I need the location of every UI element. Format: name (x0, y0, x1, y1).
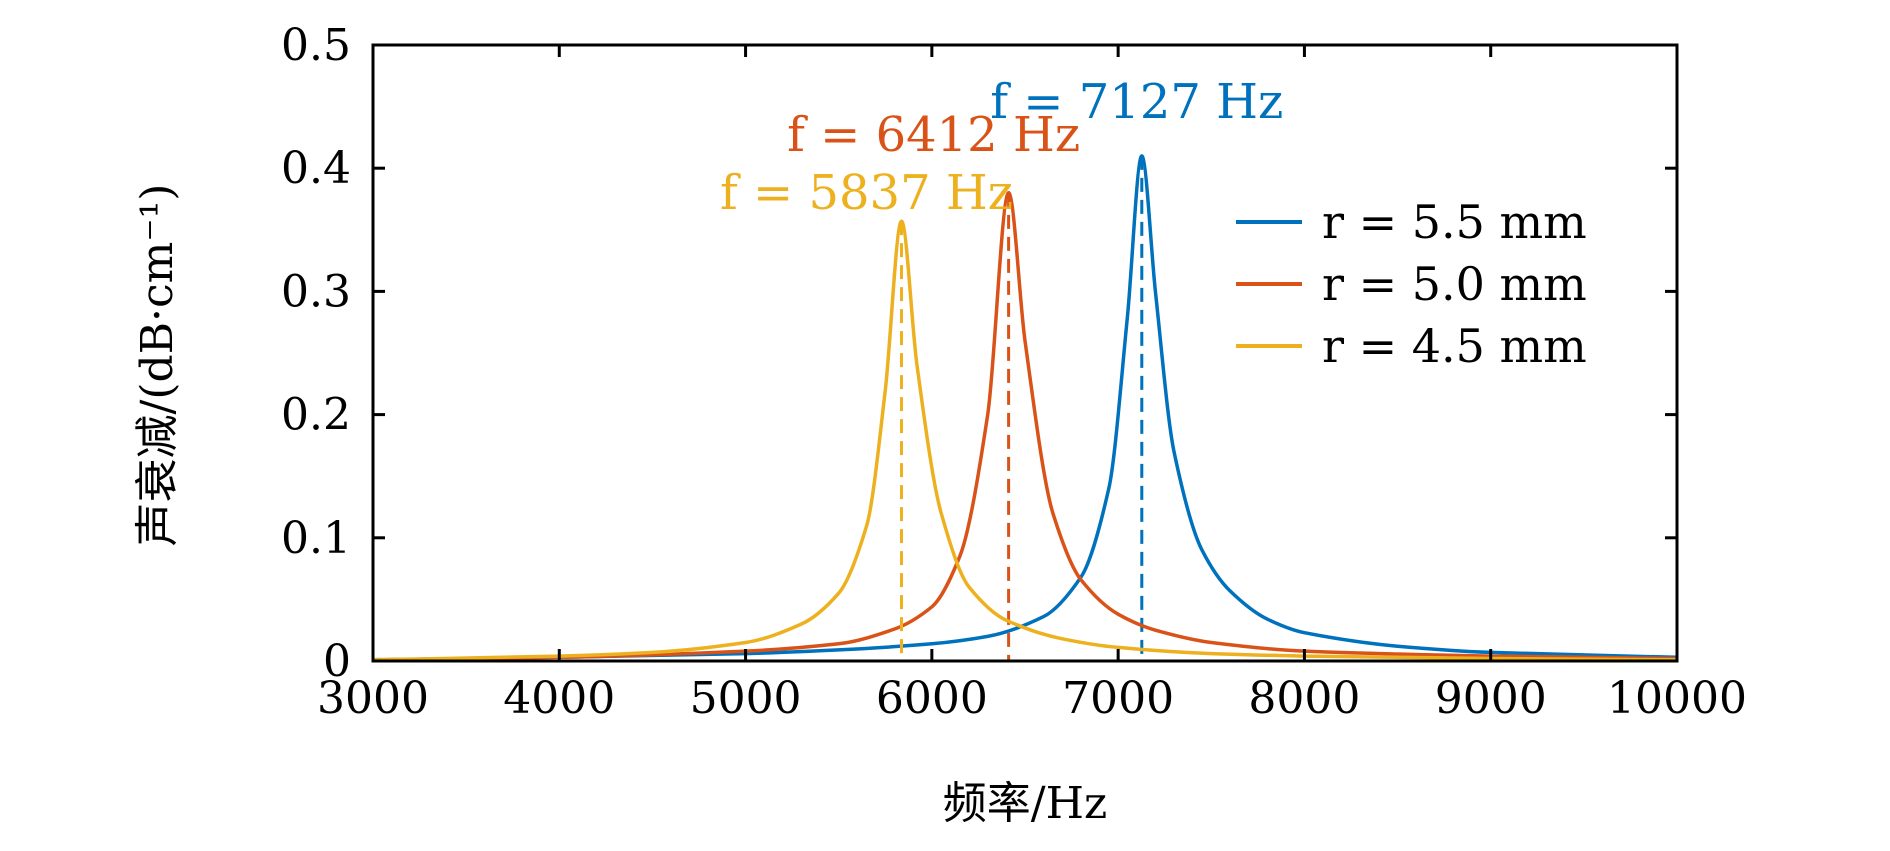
legend-label: r = 5.0 mm (1322, 257, 1587, 311)
series-line-0 (372, 154, 1678, 662)
axes-layer: 3000 4000 5000 6000 7000 8000 9000 10000 0 0.1 0.2… (281, 20, 1747, 724)
x-tick-label: 7000 (1062, 673, 1174, 724)
series-layer (372, 154, 1678, 662)
peak-annotation: f = 5837 Hz (720, 165, 1013, 221)
peak-annotation: f = 6412 Hz (787, 107, 1080, 163)
x-tick-label: 4000 (503, 673, 615, 724)
series-line-2 (372, 219, 1678, 662)
y-tick-label: 0.5 (281, 20, 351, 71)
x-tick-label: 5000 (690, 673, 802, 724)
y-tick-label: 0.3 (281, 266, 351, 317)
peak-annotation: f = 7127 Hz (990, 74, 1283, 130)
x-axis-label: 频率/Hz (943, 778, 1107, 829)
series-line-1 (372, 191, 1678, 662)
legend: r = 5.5 mm r = 5.0 mm r = 4.5 mm (1236, 195, 1587, 373)
x-tick-label: 10000 (1607, 673, 1747, 724)
y-tick-label: 0.1 (281, 513, 351, 564)
legend-label: r = 5.5 mm (1322, 195, 1587, 249)
annotation-layer: f = 7127 Hzf = 6412 Hzf = 5837 Hz (720, 74, 1283, 221)
x-tick-label: 9000 (1435, 673, 1547, 724)
y-tick-label: 0 (323, 636, 351, 687)
y-axis-label: 声衰减/(dB·cm⁻¹) (132, 184, 183, 547)
y-tick-label: 0.2 (281, 390, 351, 441)
x-tick-label: 6000 (876, 673, 988, 724)
x-tick-label: 8000 (1248, 673, 1360, 724)
x-tick-label: 3000 (317, 673, 429, 724)
plot-frame (371, 43, 1679, 663)
legend-label: r = 4.5 mm (1322, 319, 1587, 373)
y-tick-label: 0.4 (281, 143, 351, 194)
